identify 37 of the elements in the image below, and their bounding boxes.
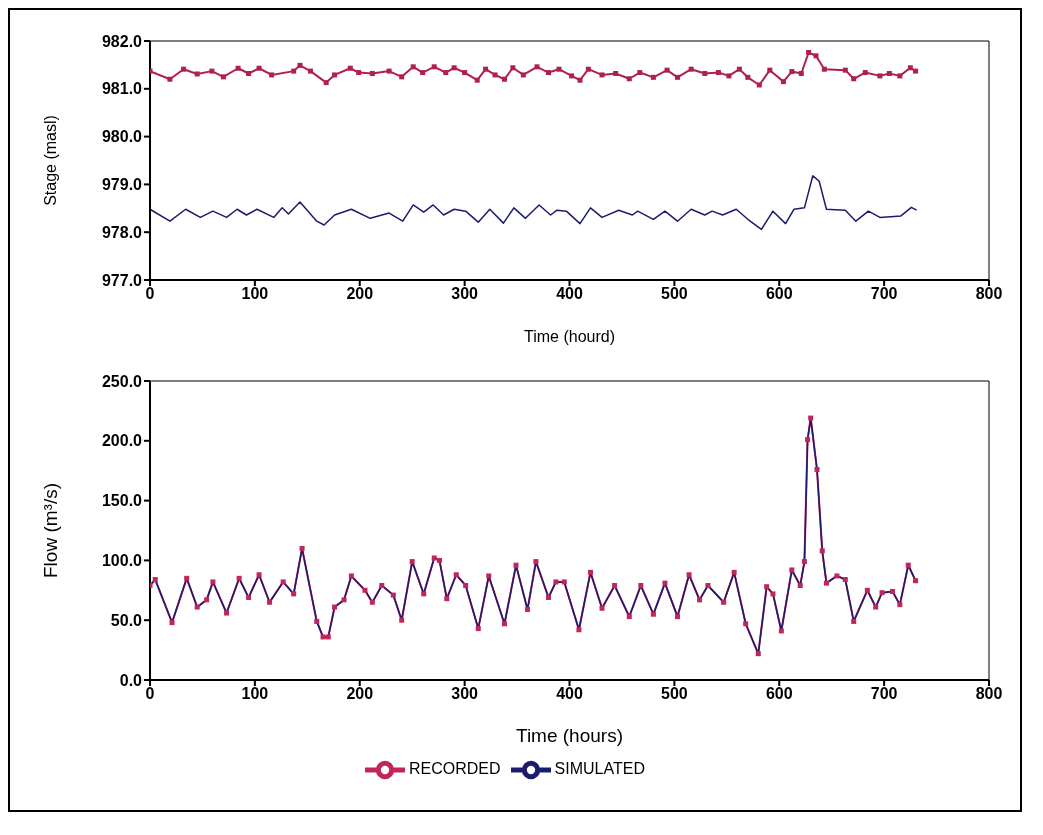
x-tick-label: 700 <box>870 285 898 303</box>
x-tick-label: 200 <box>346 285 374 303</box>
x-tick-label: 200 <box>346 685 374 703</box>
y-axis-title: Flow (m³/s) <box>39 483 61 578</box>
x-tick-label: 500 <box>661 685 688 703</box>
x-tick-label: 0 <box>145 285 155 303</box>
y-axis-title: Stage (masl) <box>41 115 59 206</box>
y-tick-label: 250.0 <box>101 372 143 390</box>
y-tick-label: 982.0 <box>101 32 143 50</box>
legend-label: SIMULATED <box>554 760 645 778</box>
x-tick-label: 800 <box>975 285 1003 303</box>
x-tick-label: 700 <box>870 685 898 703</box>
y-tick-label: 977.0 <box>101 271 143 289</box>
legend-label: RECORDED <box>409 760 501 778</box>
line-series <box>150 175 918 231</box>
y-tick-label: 0.0 <box>119 671 143 689</box>
x-tick-label: 300 <box>451 685 479 703</box>
y-tick-label: 981.0 <box>101 80 143 98</box>
x-axis-title: Time (hours) <box>516 725 623 746</box>
x-tick-label: 600 <box>765 285 793 303</box>
y-tick-label: 978.0 <box>101 223 143 241</box>
y-tick-label: 150.0 <box>101 492 143 510</box>
y-tick-label: 980.0 <box>101 128 143 146</box>
x-tick-label: 600 <box>765 685 793 703</box>
y-tick-label: 50.0 <box>110 611 143 629</box>
x-tick-label: 400 <box>556 685 583 703</box>
y-tick-label: 200.0 <box>101 432 143 450</box>
x-tick-label: 100 <box>241 685 269 703</box>
x-axis-title: Time (hourd) <box>524 328 615 345</box>
x-tick-label: 100 <box>241 285 269 303</box>
y-tick-label: 100.0 <box>101 552 143 570</box>
x-tick-label: 0 <box>145 685 155 703</box>
x-tick-label: 400 <box>556 285 583 303</box>
x-tick-label: 300 <box>451 285 479 303</box>
y-tick-label: 979.0 <box>101 176 143 194</box>
x-tick-label: 500 <box>661 285 688 303</box>
x-tick-label: 800 <box>975 685 1003 703</box>
